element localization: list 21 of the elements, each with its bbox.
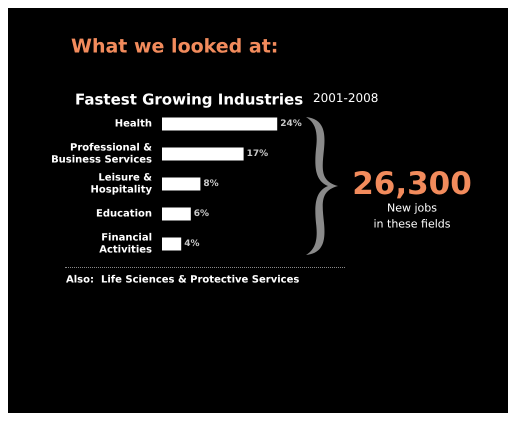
chart-subtitle: Fastest Growing Industries (75, 90, 304, 108)
data-label: 4% (184, 239, 200, 249)
data-label: 6% (194, 209, 210, 219)
data-label: 24% (280, 119, 302, 129)
y-tick-label: Financial Activities (99, 232, 152, 256)
chart-title: What we looked at: (71, 36, 278, 58)
y-tick-label: Health (114, 118, 152, 130)
bar (162, 178, 200, 190)
y-tick-label: Leisure & Hospitality (90, 172, 152, 196)
bar (162, 208, 191, 220)
data-label: 17% (246, 149, 268, 159)
data-label: 8% (203, 179, 219, 189)
bar (162, 118, 278, 130)
bar (162, 238, 182, 250)
text: 2001-2008 (313, 91, 378, 105)
text: New jobs in these fields (373, 202, 451, 230)
y-tick-label: Education (96, 208, 152, 220)
y-tick-label: Professional & Business Services (51, 142, 152, 166)
bar (162, 148, 244, 160)
text: 26,300 (352, 166, 472, 202)
text: Also: Life Sciences & Protective Services (66, 274, 300, 286)
